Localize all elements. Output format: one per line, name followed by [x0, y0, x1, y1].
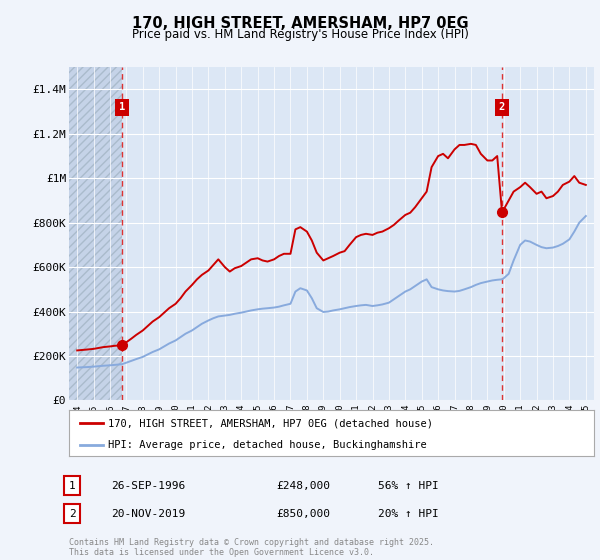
Text: 170, HIGH STREET, AMERSHAM, HP7 0EG: 170, HIGH STREET, AMERSHAM, HP7 0EG — [131, 16, 469, 31]
Text: 56% ↑ HPI: 56% ↑ HPI — [378, 480, 439, 491]
Text: HPI: Average price, detached house, Buckinghamshire: HPI: Average price, detached house, Buck… — [109, 440, 427, 450]
Text: Contains HM Land Registry data © Crown copyright and database right 2025.
This d: Contains HM Land Registry data © Crown c… — [69, 538, 434, 557]
Text: 26-SEP-1996: 26-SEP-1996 — [111, 480, 185, 491]
Text: 1: 1 — [68, 480, 76, 491]
Text: 2: 2 — [499, 102, 505, 112]
Text: 2: 2 — [68, 508, 76, 519]
Text: £248,000: £248,000 — [276, 480, 330, 491]
Text: 1: 1 — [119, 102, 125, 112]
Text: 20-NOV-2019: 20-NOV-2019 — [111, 508, 185, 519]
Bar — [69, 67, 122, 400]
Text: 170, HIGH STREET, AMERSHAM, HP7 0EG (detached house): 170, HIGH STREET, AMERSHAM, HP7 0EG (det… — [109, 418, 433, 428]
Text: £850,000: £850,000 — [276, 508, 330, 519]
Text: 20% ↑ HPI: 20% ↑ HPI — [378, 508, 439, 519]
Text: Price paid vs. HM Land Registry's House Price Index (HPI): Price paid vs. HM Land Registry's House … — [131, 28, 469, 41]
